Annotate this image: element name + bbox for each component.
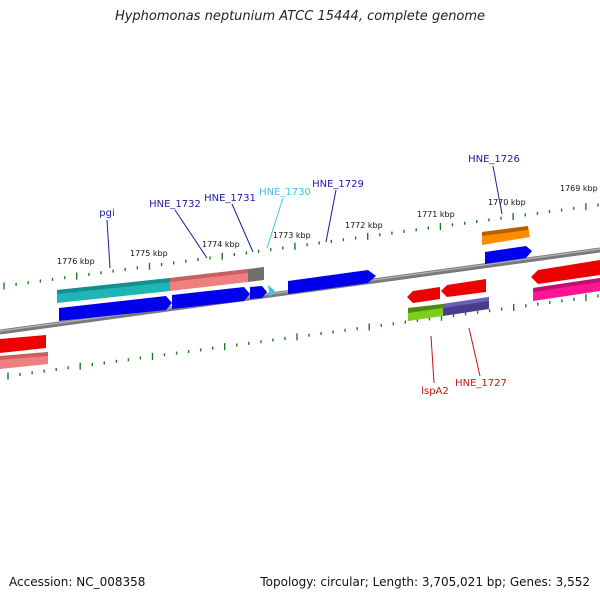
gene-label-hne-1732: HNE_1732	[149, 199, 201, 210]
kbp-label-1775: 1775 kbp	[130, 249, 168, 258]
cds-arrow-1732	[172, 287, 250, 309]
leader-lspA2	[430, 335, 435, 384]
cog-band-right-magenta-shine	[533, 278, 600, 292]
leader-1727	[468, 327, 481, 377]
genome-summary-text: Topology: circular; Length: 3,705,021 bp…	[260, 575, 590, 589]
gene-label-lspa2: lspA2	[421, 386, 449, 397]
cds-arrow-1730	[268, 285, 275, 297]
cds-arrow-lspA2	[407, 287, 440, 303]
accession-text: Accession: NC_008358	[9, 575, 146, 589]
cog-band-1727-shine	[443, 297, 489, 308]
lower-tick-ring	[7, 294, 599, 380]
kbp-label-1771: 1771 kbp	[417, 210, 455, 219]
cds-arrow-1731	[250, 286, 267, 299]
upper-tick-ring	[3, 203, 599, 290]
cds-arrow-1727	[441, 279, 486, 297]
leader-1726	[492, 165, 503, 215]
kbp-label-1770: 1770 kbp	[488, 198, 526, 207]
kbp-label-1776: 1776 kbp	[57, 257, 95, 266]
leader-1731	[231, 203, 254, 253]
cds-arrow-left-red	[0, 335, 46, 353]
gene-label-hne-1729: HNE_1729	[312, 179, 364, 190]
cds-arrow-pgi	[59, 296, 172, 321]
cog-band-1732-shine	[170, 269, 248, 282]
leader-1732	[174, 209, 208, 259]
cog-band-1731	[248, 267, 264, 282]
leader-1730	[266, 197, 284, 249]
gene-label-hne-1730: HNE_1730	[259, 187, 311, 198]
gene-label-hne-1731: HNE_1731	[204, 193, 256, 204]
gene-label-pgi: pgi	[99, 208, 114, 219]
cog-band-pgi-shine	[57, 278, 170, 294]
cog-band-lspA2-shine	[408, 304, 443, 313]
map-title: Hyphomonas neptunium ATCC 15444, complet…	[114, 9, 486, 24]
kbp-label-1769: 1769 kbp	[560, 184, 598, 193]
cds-arrow-1729	[288, 270, 376, 294]
kbp-label-1774: 1774 kbp	[202, 240, 240, 249]
cog-band-left-salmon-shine	[0, 352, 48, 360]
cds-arrow-1726	[485, 246, 532, 264]
cds-arrow-right-red	[531, 260, 600, 284]
kbp-label-1773: 1773 kbp	[273, 231, 311, 240]
leader-1729	[325, 189, 337, 243]
kbp-label-1772: 1772 kbp	[345, 221, 383, 230]
gene-label-hne-1727: HNE_1727	[455, 378, 507, 389]
leader-pgi	[106, 219, 111, 269]
gene-label-hne-1726: HNE_1726	[468, 154, 520, 165]
cds-band-1726-shine	[482, 226, 528, 236]
